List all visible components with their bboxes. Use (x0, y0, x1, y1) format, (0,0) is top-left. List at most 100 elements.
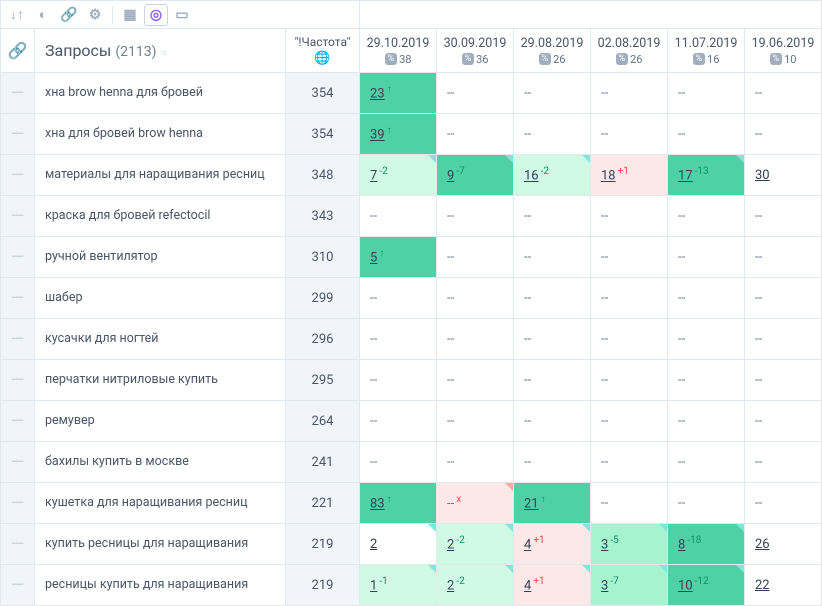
collapse-button[interactable]: — (1, 196, 35, 237)
rank-cell[interactable]: -- (591, 73, 668, 114)
rank-cell[interactable]: -- (360, 442, 437, 483)
rank-cell[interactable]: 18+1 (591, 155, 668, 196)
rank-cell[interactable]: -- (591, 483, 668, 524)
link-column-icon[interactable]: 🔗 (1, 29, 35, 73)
rank-cell[interactable]: -- (745, 360, 822, 401)
date-header[interactable]: 29.08.2019%26 (514, 29, 591, 73)
rank-cell[interactable]: --x (437, 483, 514, 524)
rank-cell[interactable]: -- (437, 114, 514, 155)
rank-cell[interactable]: -- (668, 237, 745, 278)
rank-cell[interactable]: -- (745, 401, 822, 442)
rank-value[interactable]: 7 (370, 169, 377, 184)
query-cell[interactable]: хна brow henna для бровей (35, 73, 286, 114)
queries-header[interactable]: Запросы (2113) ⌕ (35, 29, 286, 73)
rank-cell[interactable]: -- (591, 401, 668, 442)
rank-cell[interactable]: 23↑ (360, 73, 437, 114)
collapse-button[interactable]: — (1, 155, 35, 196)
rank-value[interactable]: 9 (447, 169, 454, 184)
rank-cell[interactable]: -- (668, 196, 745, 237)
search-icon[interactable]: ⌕ (160, 45, 167, 60)
query-cell[interactable]: купить ресницы для наращивания (35, 524, 286, 565)
rank-cell[interactable]: -- (668, 114, 745, 155)
rank-value[interactable]: 2 (447, 579, 454, 594)
rank-value[interactable]: 8 (678, 538, 685, 553)
rank-cell[interactable]: -- (360, 401, 437, 442)
rank-cell[interactable]: -- (437, 196, 514, 237)
rank-cell[interactable]: 17-13 (668, 155, 745, 196)
rank-cell[interactable]: -- (591, 319, 668, 360)
rank-cell[interactable]: -- (437, 401, 514, 442)
rank-cell[interactable]: 26 (745, 524, 822, 565)
rank-cell[interactable]: -- (514, 114, 591, 155)
query-cell[interactable]: краска для бровей refectocil (35, 196, 286, 237)
rank-cell[interactable]: 16-2 (514, 155, 591, 196)
sort-icon[interactable]: ↓↑ (5, 4, 29, 26)
rank-cell[interactable]: 5↑ (360, 237, 437, 278)
collapse-button[interactable]: — (1, 114, 35, 155)
rank-cell[interactable]: 8-18 (668, 524, 745, 565)
rank-cell[interactable]: -- (437, 73, 514, 114)
rank-cell[interactable]: -- (437, 278, 514, 319)
collapse-button[interactable]: — (1, 237, 35, 278)
target-icon[interactable]: ◎ (144, 4, 168, 26)
rank-cell[interactable]: -- (745, 73, 822, 114)
date-header[interactable]: 19.06.2019%10 (745, 29, 822, 73)
rank-cell[interactable]: -- (668, 442, 745, 483)
rank-cell[interactable]: -- (591, 360, 668, 401)
rank-value[interactable]: 4 (524, 579, 531, 594)
rank-cell[interactable]: -- (437, 442, 514, 483)
rank-value[interactable]: 18 (601, 169, 616, 184)
rank-cell[interactable]: 7-2 (360, 155, 437, 196)
rank-cell[interactable]: -- (745, 237, 822, 278)
collapse-button[interactable]: — (1, 278, 35, 319)
rank-cell[interactable]: -- (437, 319, 514, 360)
rank-cell[interactable]: 2-2 (437, 565, 514, 606)
date-header[interactable]: 02.08.2019%26 (591, 29, 668, 73)
link-icon[interactable]: 🔗 (57, 4, 81, 26)
rank-cell[interactable]: -- (514, 237, 591, 278)
rank-cell[interactable]: -- (668, 73, 745, 114)
rank-value[interactable]: 3 (601, 579, 608, 594)
rank-cell[interactable]: -- (360, 196, 437, 237)
rank-cell[interactable]: -- (745, 442, 822, 483)
collapse-button[interactable]: — (1, 319, 35, 360)
query-cell[interactable]: перчатки нитриловые купить (35, 360, 286, 401)
rank-cell[interactable]: -- (591, 442, 668, 483)
collapse-button[interactable]: — (1, 360, 35, 401)
query-cell[interactable]: материалы для наращивания ресниц (35, 155, 286, 196)
query-cell[interactable]: кушетка для наращивания ресниц (35, 483, 286, 524)
rank-cell[interactable]: -- (745, 278, 822, 319)
date-header[interactable]: 11.07.2019%16 (668, 29, 745, 73)
collapse-button[interactable]: — (1, 442, 35, 483)
rank-cell[interactable]: 4+1 (514, 565, 591, 606)
rank-cell[interactable]: -- (668, 319, 745, 360)
rank-value[interactable]: 4 (524, 538, 531, 553)
rank-value[interactable]: 83 (370, 497, 385, 512)
frequency-header[interactable]: "!Частота" 🌐 (286, 29, 360, 73)
rank-value[interactable]: 2 (447, 538, 454, 553)
rank-value[interactable]: 3 (601, 538, 608, 553)
grid-icon[interactable]: ▦ (118, 4, 142, 26)
rank-value[interactable]: 17 (678, 169, 693, 184)
query-cell[interactable]: ручной вентилятор (35, 237, 286, 278)
collapse-button[interactable]: — (1, 73, 35, 114)
query-cell[interactable]: бахилы купить в москве (35, 442, 286, 483)
rank-cell[interactable]: 21↑ (514, 483, 591, 524)
query-cell[interactable]: ресницы купить для наращивания (35, 565, 286, 606)
rank-value[interactable]: 21 (524, 497, 539, 512)
rank-cell[interactable]: -- (591, 196, 668, 237)
collapse-button[interactable]: — (1, 483, 35, 524)
rank-cell[interactable]: -- (745, 114, 822, 155)
rank-value[interactable]: 39 (370, 128, 385, 143)
rank-value[interactable]: 2 (370, 537, 377, 552)
rank-value[interactable]: 23 (370, 87, 385, 102)
rank-cell[interactable]: 3-5 (591, 524, 668, 565)
rank-cell[interactable]: -- (514, 278, 591, 319)
rank-cell[interactable]: 3-7 (591, 565, 668, 606)
rank-cell[interactable]: -- (668, 483, 745, 524)
rank-cell[interactable]: 83↑ (360, 483, 437, 524)
rank-cell[interactable]: 2 (360, 524, 437, 565)
collapse-button[interactable]: — (1, 524, 35, 565)
rank-cell[interactable]: -- (514, 196, 591, 237)
rank-cell[interactable]: -- (745, 319, 822, 360)
